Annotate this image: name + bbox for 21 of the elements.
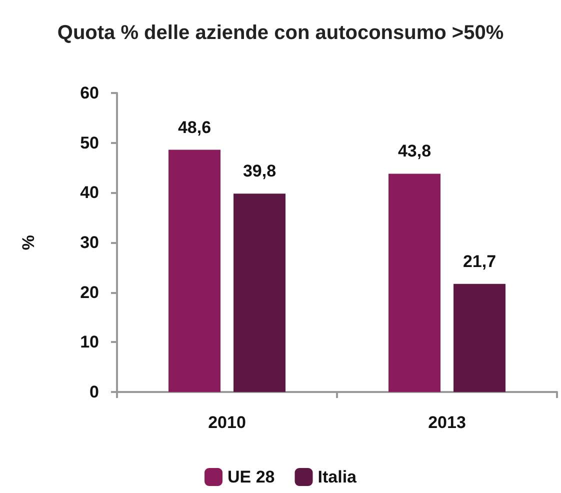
legend-label: Italia — [318, 468, 358, 486]
data-label: 48,6 — [178, 118, 212, 137]
bar — [168, 150, 220, 392]
x-tick-label: 2010 — [208, 413, 246, 432]
data-label: 39,8 — [242, 162, 276, 181]
y-tick-label: 40 — [80, 183, 99, 202]
y-tick-label: 60 — [80, 84, 99, 102]
y-tick-label: 50 — [80, 133, 99, 152]
y-axis-title: % — [19, 234, 38, 250]
bar — [454, 284, 506, 392]
data-label: 21,7 — [462, 252, 496, 271]
legend-label: UE 28 — [228, 468, 275, 486]
y-tick-label: 30 — [80, 233, 99, 252]
bar — [388, 174, 440, 392]
y-tick-label: 20 — [80, 282, 99, 302]
y-tick-label: 0 — [90, 382, 99, 402]
y-tick-label: 10 — [80, 332, 99, 352]
data-label: 43,8 — [398, 142, 432, 161]
x-tick-label: 2013 — [428, 413, 466, 432]
chart-title: Quota % delle aziende con autoconsumo >50% — [57, 22, 504, 44]
bar — [234, 194, 286, 392]
